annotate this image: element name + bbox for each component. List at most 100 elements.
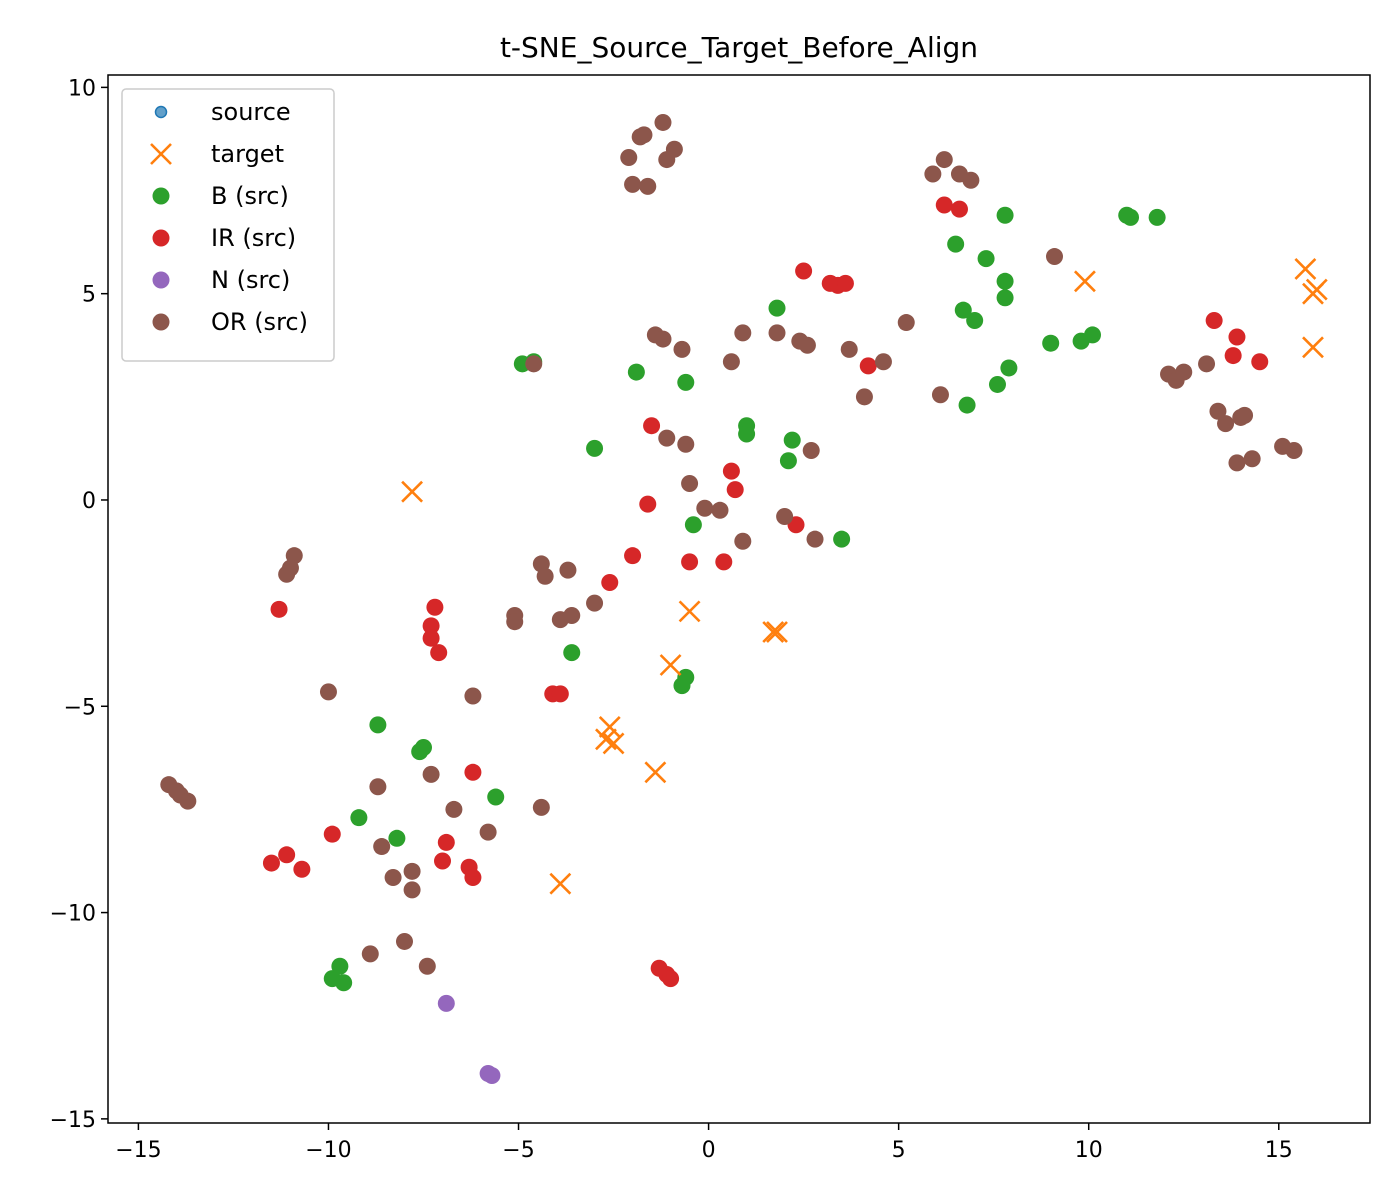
point-ir-src bbox=[422, 617, 440, 635]
point-n-src bbox=[483, 1067, 501, 1085]
point-ir-src bbox=[278, 846, 296, 864]
point-target bbox=[598, 715, 621, 738]
x-axis: −15 −10 −5 0 5 10 15 bbox=[115, 1123, 1293, 1163]
point-or-src bbox=[179, 792, 197, 810]
point-b-src bbox=[738, 425, 756, 443]
point-b-src bbox=[369, 716, 387, 734]
point-or-src bbox=[586, 594, 604, 612]
legend-label-or-src: OR (src) bbox=[211, 308, 308, 336]
point-or-src bbox=[673, 340, 691, 358]
legend-marker-ir-src bbox=[152, 229, 170, 247]
point-or-src bbox=[962, 171, 980, 189]
point-or-src bbox=[384, 869, 402, 887]
x-tick-label: −5 bbox=[502, 1138, 534, 1163]
point-ir-src bbox=[426, 598, 444, 616]
point-or-src bbox=[422, 765, 440, 783]
point-ir-src bbox=[726, 481, 744, 499]
point-b-src bbox=[996, 289, 1014, 307]
point-ir-src bbox=[323, 825, 341, 843]
point-b-src bbox=[958, 396, 976, 414]
point-b-src bbox=[350, 809, 368, 827]
point-target bbox=[549, 872, 572, 895]
chart-title: t-SNE_Source_Target_Before_Align bbox=[500, 31, 978, 64]
point-ir-src bbox=[639, 495, 657, 513]
point-or-src bbox=[734, 532, 752, 550]
point-ir-src bbox=[935, 196, 953, 214]
point-or-src bbox=[369, 778, 387, 796]
point-or-src bbox=[935, 151, 953, 169]
point-or-src bbox=[1236, 406, 1254, 424]
point-or-src bbox=[532, 798, 550, 816]
point-b-src bbox=[783, 431, 801, 449]
point-or-src bbox=[361, 945, 379, 963]
point-or-src bbox=[874, 353, 892, 371]
point-ir-src bbox=[262, 854, 280, 872]
point-ir-src bbox=[464, 763, 482, 781]
point-ir-src bbox=[437, 833, 455, 851]
point-target bbox=[644, 761, 667, 784]
point-b-src bbox=[988, 375, 1006, 393]
point-or-src bbox=[624, 175, 642, 193]
legend: source target B (src) IR (src) N (src) OR (sr… bbox=[121, 88, 335, 362]
point-or-src bbox=[897, 314, 915, 332]
legend-marker-or-src bbox=[152, 313, 170, 331]
point-or-src bbox=[768, 324, 786, 342]
point-b-src bbox=[487, 788, 505, 806]
legend-label-n-src: N (src) bbox=[211, 266, 290, 294]
point-b-src bbox=[833, 530, 851, 548]
y-tick-label: 0 bbox=[82, 489, 96, 514]
y-tick-label: −5 bbox=[64, 695, 96, 720]
point-b-src bbox=[1042, 334, 1060, 352]
point-or-src bbox=[931, 386, 949, 404]
point-ir-src bbox=[551, 685, 569, 703]
point-or-src bbox=[479, 823, 497, 841]
point-or-src bbox=[639, 177, 657, 195]
point-or-src bbox=[635, 126, 653, 144]
y-tick-label: −10 bbox=[50, 902, 96, 927]
point-b-src bbox=[996, 272, 1014, 290]
x-tick-label: −15 bbox=[115, 1138, 161, 1163]
point-or-src bbox=[654, 330, 672, 348]
legend-marker-b-src bbox=[152, 187, 170, 205]
point-b-src bbox=[996, 206, 1014, 224]
y-tick-label: 5 bbox=[82, 283, 96, 308]
x-tick-label: 5 bbox=[892, 1138, 906, 1163]
x-tick-label: 15 bbox=[1265, 1138, 1293, 1163]
point-or-src bbox=[776, 507, 794, 525]
legend-box bbox=[121, 88, 335, 362]
point-or-src bbox=[319, 683, 337, 701]
point-target bbox=[1305, 278, 1328, 301]
point-or-src bbox=[559, 561, 577, 579]
point-or-src bbox=[924, 165, 942, 183]
point-or-src bbox=[677, 435, 695, 453]
point-ir-src bbox=[795, 262, 813, 280]
point-or-src bbox=[711, 501, 729, 519]
point-or-src bbox=[418, 957, 436, 975]
point-or-src bbox=[278, 565, 296, 583]
point-b-src bbox=[388, 829, 406, 847]
point-ir-src bbox=[422, 629, 440, 647]
point-target bbox=[659, 654, 682, 676]
point-target bbox=[401, 480, 424, 503]
point-ir-src bbox=[662, 970, 680, 988]
point-or-src bbox=[536, 567, 554, 585]
point-ir-src bbox=[1205, 311, 1223, 329]
x-tick-label: 10 bbox=[1075, 1138, 1103, 1163]
point-or-src bbox=[734, 324, 752, 342]
y-tick-label: 10 bbox=[68, 76, 96, 101]
point-or-src bbox=[1198, 355, 1216, 373]
point-ir-src bbox=[270, 600, 288, 618]
point-b-src bbox=[779, 452, 797, 470]
point-or-src bbox=[1243, 450, 1261, 468]
point-or-src bbox=[1228, 454, 1246, 472]
point-ir-src bbox=[643, 417, 661, 435]
point-or-src bbox=[464, 687, 482, 705]
point-ir-src bbox=[722, 462, 740, 480]
point-b-src bbox=[1084, 326, 1102, 344]
plot-frame bbox=[107, 74, 1371, 1124]
point-target bbox=[602, 732, 625, 755]
x-tick-label: −10 bbox=[305, 1138, 351, 1163]
point-ir-src bbox=[1224, 347, 1242, 365]
legend-label-ir-src: IR (src) bbox=[211, 224, 296, 252]
point-or-src bbox=[681, 474, 699, 492]
